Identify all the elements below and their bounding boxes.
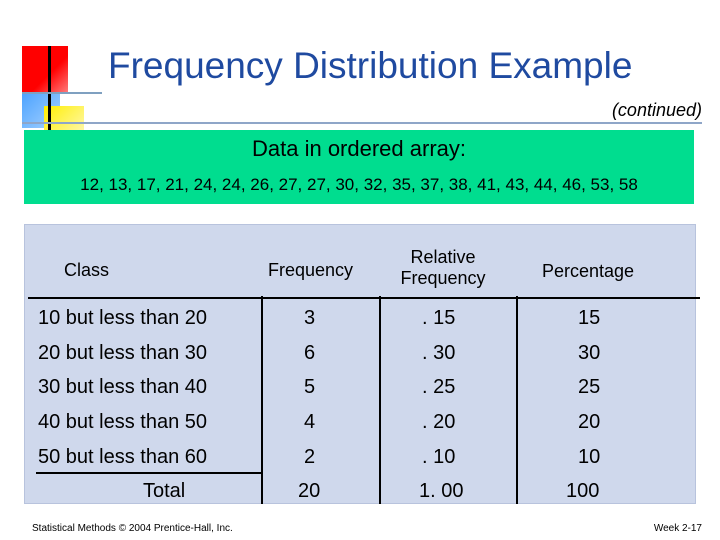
row-class: 20 but less than 30 [38,342,208,364]
header-relative-line1: Relative [410,247,476,267]
total-divider [36,472,261,474]
row-class: 10 but less than 20 [38,307,208,329]
row-percentage: 10 [578,446,601,468]
footer-page-number: Week 2-17 [653,523,702,534]
row-percentage: 20 [578,411,601,433]
header-frequency: Frequency [268,260,354,280]
row-class: 50 but less than 60 [38,446,208,468]
row-percentage: 30 [578,342,601,364]
row-class: 40 but less than 50 [38,411,208,433]
column-separator-2 [379,296,381,504]
slide-subtitle: (continued) [611,100,702,120]
row-frequency: 6 [304,342,316,364]
header-percentage: Percentage [542,261,635,281]
row-frequency: 3 [304,307,316,329]
logo-vertical-line [48,46,51,136]
row-percentage: 15 [578,307,601,329]
header-divider [28,297,700,299]
title-divider [22,122,702,124]
slide-logo [22,46,102,136]
row-relative: . 25 [422,376,456,398]
row-relative: . 10 [422,446,456,468]
red-square-decoration [22,46,68,92]
ordered-array-values: 12, 13, 17, 21, 24, 24, 26, 27, 27, 30, … [80,175,638,194]
total-frequency: 20 [298,480,321,502]
row-relative: . 30 [422,342,456,364]
column-separator-3 [516,296,518,504]
total-relative: 1. 00 [419,480,464,502]
total-percentage: 100 [566,480,600,502]
ordered-array-heading: Data in ordered array: [252,136,466,161]
frequency-table-background [24,224,696,504]
header-relative-frequency: Relative Frequency [380,247,506,289]
row-percentage: 25 [578,376,601,398]
logo-horizontal-line [22,92,102,94]
row-frequency: 2 [304,446,316,468]
row-relative: . 15 [422,307,456,329]
column-separator-1 [261,296,263,504]
slide-title: Frequency Distribution Example [108,45,633,86]
row-class: 30 but less than 40 [38,376,208,398]
total-label: Total [143,480,186,502]
header-class: Class [64,260,110,280]
row-relative: . 20 [422,411,456,433]
header-relative-line2: Frequency [400,268,486,288]
row-frequency: 5 [304,376,316,398]
row-frequency: 4 [304,411,316,433]
ordered-array-box: Data in ordered array: 12, 13, 17, 21, 2… [24,130,694,204]
footer-copyright: Statistical Methods © 2004 Prentice-Hall… [32,523,233,534]
